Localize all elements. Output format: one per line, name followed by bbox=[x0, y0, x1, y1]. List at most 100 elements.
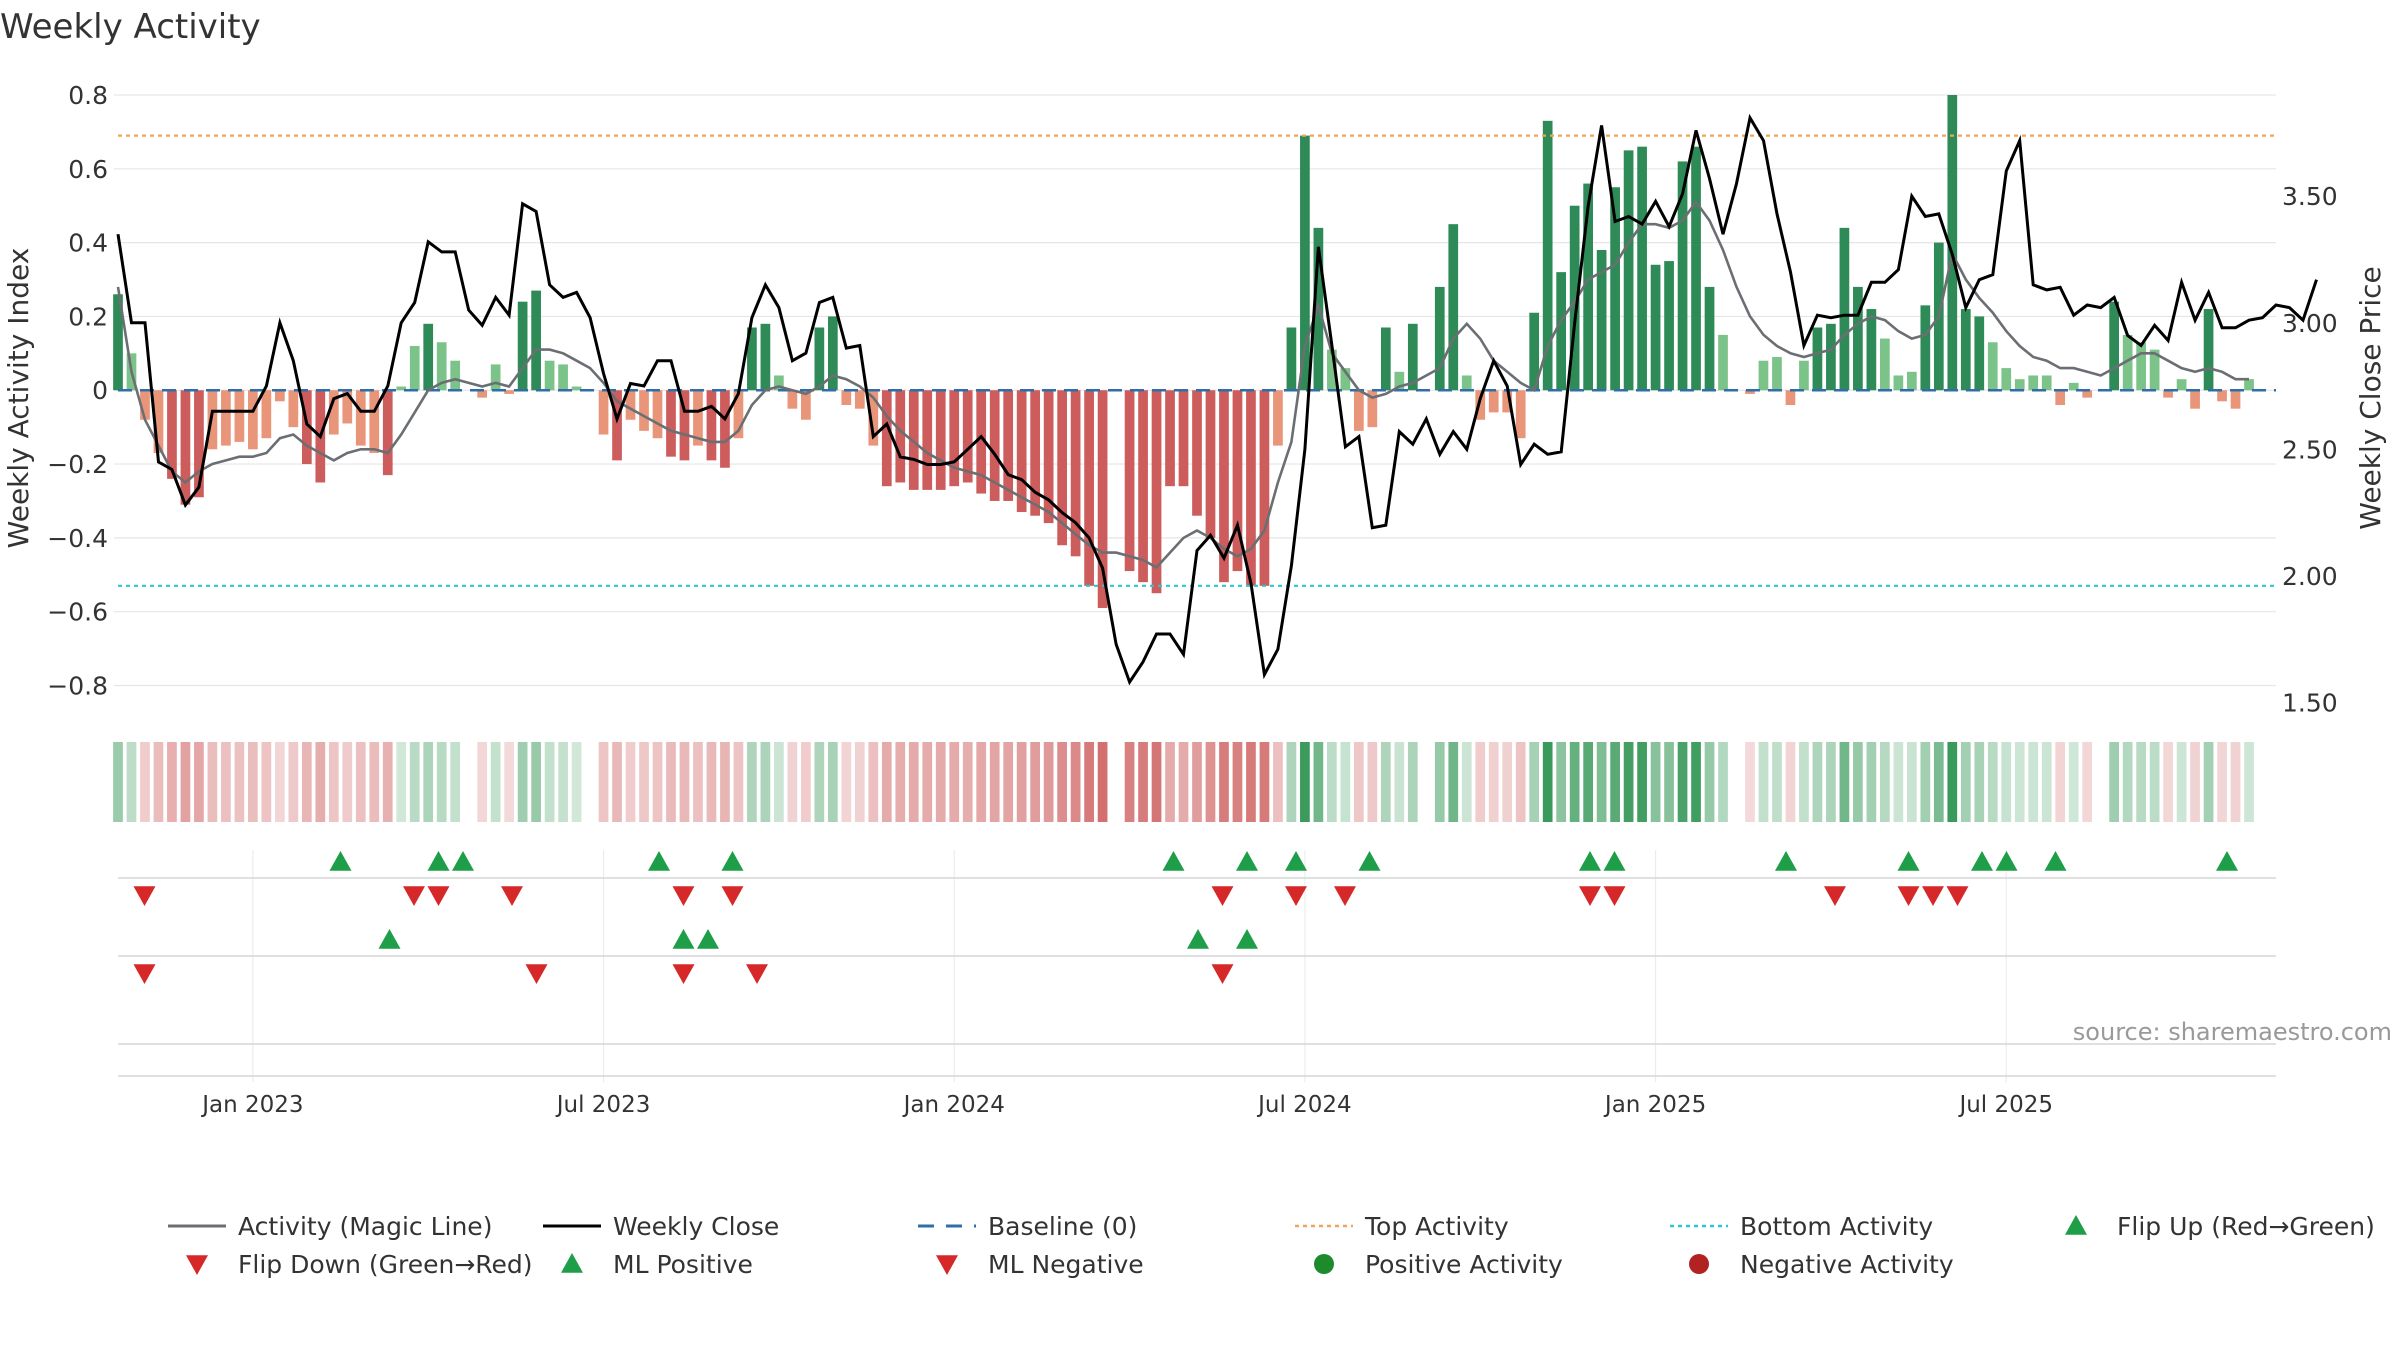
activity-bar bbox=[1084, 390, 1094, 586]
activity-bar bbox=[868, 390, 879, 446]
activity-bar bbox=[1799, 360, 1809, 391]
activity-bars-layer bbox=[113, 95, 2254, 608]
flip-up-marker bbox=[1971, 851, 1993, 871]
legend-item: Negative Activity bbox=[1689, 1250, 1954, 1279]
heat-strip-cell bbox=[1920, 742, 1931, 822]
heat-strip-cell bbox=[639, 742, 649, 822]
heat-strip-cell bbox=[2136, 742, 2146, 822]
activity-bar bbox=[1165, 390, 1175, 487]
activity-bar bbox=[1812, 327, 1823, 391]
heat-strip-cell bbox=[355, 742, 366, 822]
legend-item: Top Activity bbox=[1295, 1212, 1509, 1241]
ml-negative-marker bbox=[1211, 964, 1234, 984]
heat-strip-cell bbox=[1906, 742, 1917, 822]
y-tick-label-left: −0.8 bbox=[47, 671, 108, 700]
ml-negative-marker bbox=[672, 964, 695, 984]
activity-bar bbox=[1826, 323, 1836, 391]
activity-bar bbox=[1920, 305, 1931, 391]
activity-bar bbox=[1691, 146, 1701, 391]
activity-bar bbox=[2082, 390, 2093, 398]
ml-negative-marker bbox=[746, 964, 768, 984]
activity-bar bbox=[2014, 379, 2025, 391]
heat-strip-cell bbox=[1933, 742, 1944, 822]
x-tick-label: Jul 2023 bbox=[555, 1092, 651, 1118]
activity-bar bbox=[1704, 286, 1715, 391]
activity-bar bbox=[787, 390, 798, 409]
activity-bar bbox=[720, 390, 730, 468]
activity-bar bbox=[2149, 349, 2160, 391]
heat-strip-cell bbox=[1596, 742, 1607, 822]
ml-positive-marker bbox=[672, 929, 695, 949]
flip-up-marker bbox=[1775, 851, 1797, 871]
heat-strip-cell bbox=[2109, 742, 2120, 822]
activity-bar bbox=[1380, 327, 1391, 391]
heat-strip-cell bbox=[1987, 742, 1998, 822]
activity-bar bbox=[2176, 379, 2187, 391]
heat-strip-cell bbox=[571, 742, 582, 822]
legend-label: Top Activity bbox=[1364, 1212, 1509, 1241]
heat-strip-cell bbox=[1043, 742, 1054, 822]
activity-bar bbox=[477, 390, 488, 398]
activity-bar bbox=[747, 327, 757, 391]
heat-strip-cell bbox=[1138, 742, 1148, 822]
heat-strip-cell bbox=[1340, 742, 1351, 822]
activity-bar bbox=[140, 390, 150, 420]
legend-item: ML Negative bbox=[936, 1250, 1144, 1279]
activity-bar bbox=[288, 390, 299, 428]
heat-strip-cell bbox=[207, 742, 218, 822]
activity-bar bbox=[1556, 272, 1567, 391]
heat-strip-cell bbox=[1947, 742, 1958, 822]
heat-strip-cell bbox=[1219, 742, 1229, 822]
activity-bar bbox=[1138, 390, 1148, 583]
legend-swatch bbox=[186, 1255, 208, 1275]
flip-down-marker bbox=[1897, 886, 1920, 906]
activity-bar bbox=[639, 390, 649, 431]
flip-down-marker bbox=[1946, 886, 1969, 906]
activity-bar bbox=[1974, 316, 1985, 391]
activity-bar bbox=[760, 323, 771, 391]
heat-strip-cell bbox=[1259, 742, 1270, 822]
legend-item: Baseline (0) bbox=[918, 1212, 1137, 1241]
heat-strip-cell bbox=[935, 742, 946, 822]
heat-strip-cell bbox=[760, 742, 771, 822]
activity-bar bbox=[531, 290, 541, 391]
activity-bar bbox=[355, 390, 366, 446]
heat-strip-cell bbox=[1434, 742, 1445, 822]
heat-strip-cell bbox=[1367, 742, 1378, 822]
y-tick-label-right: 3.50 bbox=[2282, 182, 2338, 211]
activity-bar bbox=[180, 390, 191, 505]
flip-down-marker bbox=[501, 886, 523, 906]
heat-strip-cell bbox=[1960, 742, 1971, 822]
heat-strip-cell bbox=[1380, 742, 1391, 822]
activity-bar bbox=[1327, 349, 1337, 391]
legend-swatch bbox=[1689, 1254, 1709, 1274]
activity-bar bbox=[450, 360, 461, 391]
activity-bar bbox=[2109, 301, 2120, 391]
heat-strip-cell bbox=[1542, 742, 1553, 822]
heat-strip-cell bbox=[490, 742, 501, 822]
legend-label: Negative Activity bbox=[1740, 1250, 1954, 1279]
activity-bar bbox=[1461, 375, 1472, 391]
flip-down-marker bbox=[133, 886, 156, 906]
activity-bar bbox=[1880, 338, 1890, 391]
heat-strip-cell bbox=[342, 742, 353, 822]
heat-strip-cell bbox=[544, 742, 555, 822]
heat-strip-cell bbox=[1353, 742, 1364, 822]
activity-bar bbox=[1057, 390, 1067, 546]
heat-strip-cell bbox=[1030, 742, 1041, 822]
heat-strip-cell bbox=[288, 742, 299, 822]
activity-bar bbox=[1772, 357, 1782, 391]
flip-up-marker bbox=[427, 851, 450, 871]
legend-label: Flip Down (Green→Red) bbox=[238, 1250, 533, 1279]
activity-bar bbox=[1583, 183, 1593, 391]
heat-strip-cell bbox=[827, 742, 838, 822]
activity-bar bbox=[2244, 379, 2254, 391]
activity-bar bbox=[490, 364, 501, 391]
heat-strip-cell bbox=[2001, 742, 2012, 822]
ml-positive-marker bbox=[697, 929, 719, 949]
flip-up-marker bbox=[1162, 851, 1185, 871]
heat-strip-cell bbox=[1866, 742, 1877, 822]
activity-bar bbox=[922, 390, 933, 490]
activity-bar bbox=[1205, 390, 1216, 538]
y-tick-label-left: 0.2 bbox=[68, 302, 108, 331]
